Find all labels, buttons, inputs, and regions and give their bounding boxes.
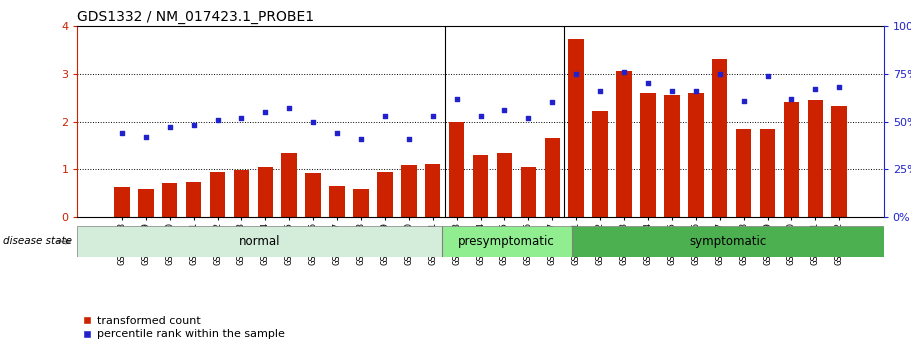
Bar	[592, 111, 608, 217]
Bar	[162, 183, 178, 217]
Bar	[711, 59, 728, 217]
Point	[234, 115, 249, 120]
Point	[784, 96, 799, 101]
Point	[306, 119, 321, 125]
Bar	[616, 71, 632, 217]
Bar	[77, 226, 442, 257]
Point	[760, 73, 774, 78]
Point	[162, 125, 177, 130]
Point	[832, 85, 846, 90]
Bar	[442, 226, 571, 257]
Point	[617, 69, 631, 75]
Bar	[329, 186, 345, 217]
Bar	[281, 153, 297, 217]
Point	[378, 113, 393, 119]
Point	[115, 130, 129, 136]
Text: presymptomatic: presymptomatic	[458, 235, 555, 248]
Point	[282, 106, 297, 111]
Point	[712, 71, 727, 77]
Point	[425, 113, 440, 119]
Point	[474, 113, 488, 119]
Bar	[664, 95, 680, 217]
Point	[664, 88, 679, 94]
Point	[808, 86, 823, 92]
Legend: transformed count, percentile rank within the sample: transformed count, percentile rank withi…	[83, 316, 285, 339]
Bar	[783, 101, 799, 217]
Bar	[186, 183, 201, 217]
Bar	[449, 122, 465, 217]
Bar	[640, 93, 656, 217]
Text: GDS1332 / NM_017423.1_PROBE1: GDS1332 / NM_017423.1_PROBE1	[77, 10, 314, 24]
Point	[210, 117, 225, 122]
Point	[449, 96, 464, 101]
Bar	[832, 106, 847, 217]
Bar	[138, 189, 154, 217]
Point	[568, 71, 583, 77]
Point	[258, 109, 272, 115]
Bar	[545, 138, 560, 217]
Point	[736, 98, 751, 103]
Bar	[377, 172, 393, 217]
Point	[138, 134, 153, 140]
Text: normal: normal	[239, 235, 281, 248]
Point	[640, 80, 655, 86]
Bar	[425, 164, 441, 217]
Point	[353, 136, 368, 141]
Bar	[571, 226, 884, 257]
Point	[402, 136, 416, 141]
Point	[497, 107, 512, 113]
Bar	[496, 153, 512, 217]
Text: disease state: disease state	[3, 237, 72, 246]
Bar	[807, 100, 824, 217]
Point	[689, 88, 703, 94]
Bar	[353, 189, 369, 217]
Bar	[760, 129, 775, 217]
Bar	[258, 167, 273, 217]
Bar	[688, 93, 703, 217]
Point	[521, 115, 536, 120]
Bar	[114, 187, 129, 217]
Point	[187, 123, 201, 128]
Bar	[520, 167, 537, 217]
Bar	[568, 39, 584, 217]
Point	[593, 88, 608, 94]
Bar	[233, 170, 250, 217]
Bar	[473, 155, 488, 217]
Point	[330, 130, 344, 136]
Point	[545, 100, 559, 105]
Bar	[305, 173, 321, 217]
Bar	[210, 172, 225, 217]
Bar	[736, 129, 752, 217]
Bar	[401, 165, 416, 217]
Text: symptomatic: symptomatic	[689, 235, 766, 248]
